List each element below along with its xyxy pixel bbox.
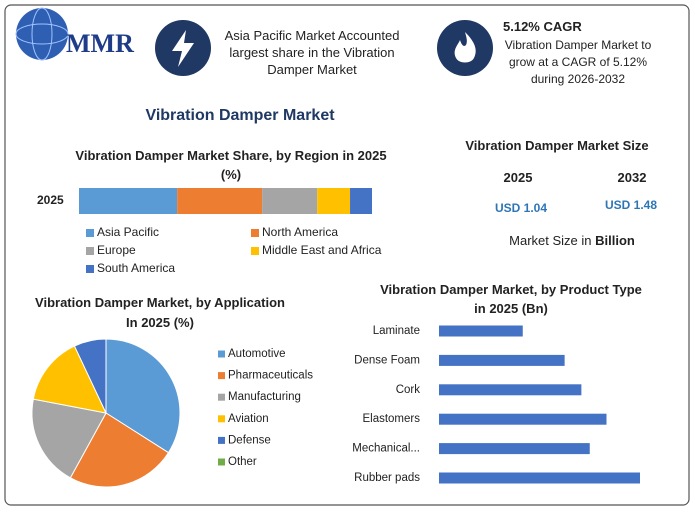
pie-slice bbox=[69, 412, 170, 488]
chart-title: Vibration Damper Market Share, by Region… bbox=[75, 148, 387, 182]
legend-swatch bbox=[86, 229, 94, 237]
legend-swatch bbox=[251, 247, 259, 255]
y-tick-label: Laminate bbox=[373, 325, 420, 337]
bar-segment bbox=[262, 188, 318, 214]
y-tick-label: Rubber pads bbox=[354, 472, 420, 484]
legend-label: Other bbox=[228, 456, 257, 468]
logo-globe-line bbox=[31, 7, 53, 61]
legend-label: Manufacturing bbox=[228, 391, 301, 403]
legend-swatch bbox=[218, 458, 225, 466]
y-tick-label: Dense Foam bbox=[354, 354, 420, 366]
pie-slice bbox=[32, 345, 107, 414]
y-tick-label: Mechanical... bbox=[352, 443, 420, 455]
bar bbox=[439, 443, 590, 455]
size-title: Vibration Damper Market Size bbox=[465, 138, 649, 153]
chart-title: Vibration Damper Market, by Application … bbox=[35, 295, 285, 330]
legend-label: Defense bbox=[228, 434, 271, 446]
legend-label: Asia Pacific bbox=[97, 225, 159, 239]
y-tick-label: Cork bbox=[396, 384, 421, 396]
size-unit: Billion bbox=[595, 233, 635, 248]
size-year: 2032 bbox=[617, 170, 647, 185]
bar bbox=[439, 384, 582, 396]
chart-title: Vibration Damper Market, by Product Type… bbox=[380, 282, 642, 316]
bar-segment bbox=[350, 188, 372, 214]
bar-segment bbox=[79, 188, 178, 214]
legend-label: Automotive bbox=[228, 348, 286, 360]
legend-swatch bbox=[86, 265, 94, 273]
logo-globe bbox=[16, 8, 68, 60]
main-title: Vibration Damper Market bbox=[145, 107, 335, 124]
y-tick-label: Elastomers bbox=[362, 413, 420, 425]
lightning-icon bbox=[172, 30, 194, 67]
bar bbox=[439, 472, 640, 484]
legend-swatch bbox=[218, 372, 225, 380]
legend-swatch bbox=[218, 393, 225, 401]
legend-label: North America bbox=[262, 225, 338, 239]
legend-swatch bbox=[218, 350, 225, 358]
legend-label: Aviation bbox=[228, 413, 269, 425]
category-label: 2025 bbox=[37, 193, 64, 207]
size-value: USD 1.04 bbox=[494, 201, 548, 215]
flame-icon bbox=[454, 32, 476, 63]
legend-swatch bbox=[218, 436, 225, 444]
highlight-text: Vibration Damper Market to grow at a CAG… bbox=[504, 38, 652, 86]
size-year: 2025 bbox=[503, 170, 533, 185]
bar-segment bbox=[317, 188, 351, 214]
bar bbox=[439, 325, 523, 337]
size-note: Market Size in Billion bbox=[472, 232, 672, 249]
highlight-text: Asia Pacific Market Accounted largest sh… bbox=[224, 28, 400, 77]
legend-swatch bbox=[218, 415, 225, 423]
bar bbox=[439, 413, 607, 425]
size-value: USD 1.48 bbox=[604, 198, 658, 212]
legend-label: Europe bbox=[97, 243, 136, 257]
legend-swatch bbox=[251, 229, 259, 237]
logo-text: MMR bbox=[66, 29, 134, 58]
frame bbox=[4, 4, 690, 506]
pie-slice bbox=[31, 398, 107, 479]
legend-label: South America bbox=[97, 261, 175, 275]
highlight-title: 5.12% CAGR bbox=[503, 19, 582, 34]
bar bbox=[439, 354, 565, 366]
legend-label: Pharmaceuticals bbox=[228, 370, 313, 382]
size-note-text: Market Size in bbox=[509, 233, 592, 248]
bar-segment bbox=[177, 188, 263, 214]
legend-swatch bbox=[86, 247, 94, 255]
logo-globe-line bbox=[15, 23, 69, 45]
legend-label: Middle East and Africa bbox=[262, 243, 382, 257]
